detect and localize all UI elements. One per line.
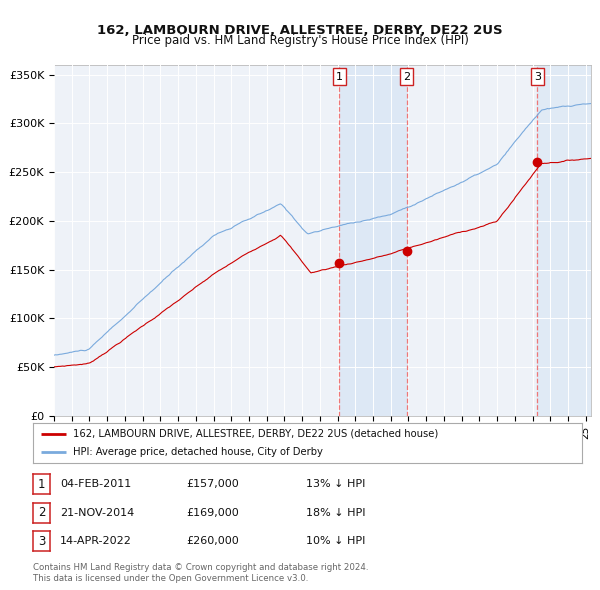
Text: HPI: Average price, detached house, City of Derby: HPI: Average price, detached house, City… — [73, 447, 322, 457]
Text: 3: 3 — [534, 71, 541, 81]
Text: 10% ↓ HPI: 10% ↓ HPI — [306, 536, 365, 546]
Text: £260,000: £260,000 — [186, 536, 239, 546]
Bar — [339, 65, 407, 416]
Text: 18% ↓ HPI: 18% ↓ HPI — [306, 508, 365, 517]
Text: 2: 2 — [403, 71, 410, 81]
Text: 3: 3 — [38, 535, 45, 548]
Text: Price paid vs. HM Land Registry's House Price Index (HPI): Price paid vs. HM Land Registry's House … — [131, 34, 469, 47]
Text: 2: 2 — [38, 506, 45, 519]
Text: 162, LAMBOURN DRIVE, ALLESTREE, DERBY, DE22 2US: 162, LAMBOURN DRIVE, ALLESTREE, DERBY, D… — [97, 24, 503, 37]
Text: 1: 1 — [335, 71, 343, 81]
Text: 14-APR-2022: 14-APR-2022 — [60, 536, 132, 546]
Text: Contains HM Land Registry data © Crown copyright and database right 2024.: Contains HM Land Registry data © Crown c… — [33, 563, 368, 572]
Text: £169,000: £169,000 — [186, 508, 239, 517]
Bar — [538, 65, 591, 416]
Text: This data is licensed under the Open Government Licence v3.0.: This data is licensed under the Open Gov… — [33, 574, 308, 583]
Text: 13% ↓ HPI: 13% ↓ HPI — [306, 480, 365, 489]
Text: 21-NOV-2014: 21-NOV-2014 — [60, 508, 134, 517]
Text: 1: 1 — [38, 478, 45, 491]
Text: 04-FEB-2011: 04-FEB-2011 — [60, 480, 131, 489]
Text: £157,000: £157,000 — [186, 480, 239, 489]
Text: 162, LAMBOURN DRIVE, ALLESTREE, DERBY, DE22 2US (detached house): 162, LAMBOURN DRIVE, ALLESTREE, DERBY, D… — [73, 429, 438, 439]
